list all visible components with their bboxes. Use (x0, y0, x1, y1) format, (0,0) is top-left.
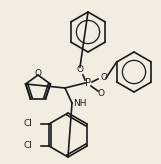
Text: O: O (100, 73, 108, 82)
Text: O: O (34, 70, 42, 79)
Text: Cl: Cl (23, 142, 32, 151)
Text: NH: NH (73, 99, 86, 107)
Text: O: O (98, 89, 104, 98)
Text: P: P (85, 78, 91, 88)
Text: Cl: Cl (23, 120, 32, 129)
Text: O: O (76, 65, 84, 74)
